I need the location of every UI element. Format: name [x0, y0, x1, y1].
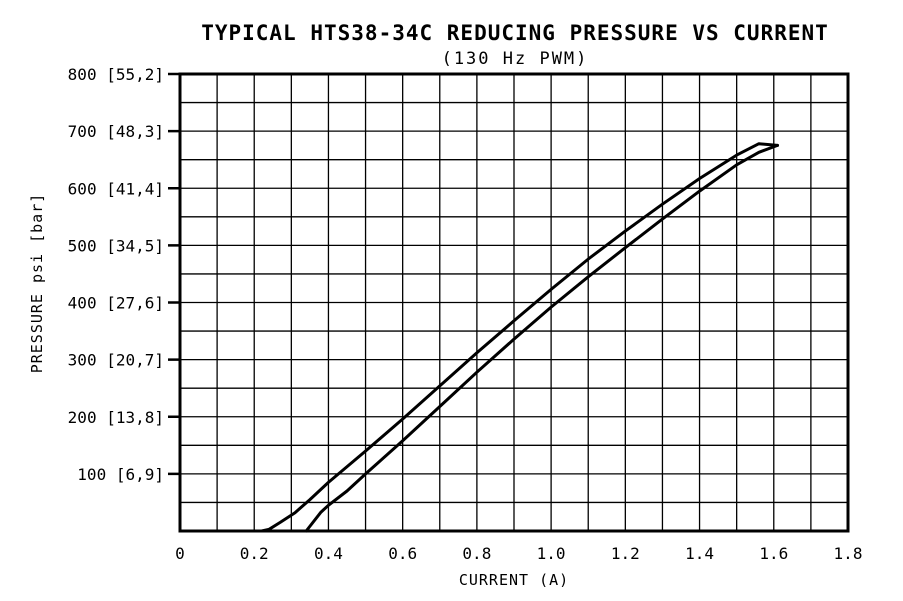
y-tick-label: 400 [27,6] [68, 294, 164, 313]
y-tick-label: 200 [13,8] [68, 408, 164, 427]
y-axis-ticks: 100 [6,9] 200 [13,8] 300 [20,7] 400 [27,6] 5… [68, 65, 180, 484]
series-line-2 [304, 143, 779, 533]
series-line-1 [178, 142, 779, 533]
y-axis-label: PRESSURE psi [bar] [28, 193, 46, 374]
x-axis-ticks: 0 0.2 0.4 0.6 0.8 1.0 1.2 1.4 1.6 1.8 [175, 544, 862, 563]
chart-subtitle: (130 Hz PWM) [442, 49, 589, 69]
y-tick-label: 500 [34,5] [68, 236, 164, 255]
y-tick-label: 700 [48,3] [68, 122, 164, 141]
y-tick-label: 800 [55,2] [68, 65, 164, 84]
data-series [178, 142, 779, 533]
x-tick-label: 1.2 [611, 544, 640, 563]
x-tick-label: 0 [175, 544, 185, 563]
x-tick-label: 1.0 [537, 544, 566, 563]
y-tick-label: 600 [41,4] [68, 179, 164, 198]
y-tick-label: 300 [20,7] [68, 351, 164, 370]
y-tick-label: 100 [6,9] [77, 465, 164, 484]
x-tick-label: 0.6 [388, 544, 417, 563]
x-tick-label: 0.2 [240, 544, 269, 563]
x-tick-label: 1.8 [834, 544, 863, 563]
x-axis-label: CURRENT (A) [459, 571, 569, 589]
x-tick-label: 1.6 [759, 544, 788, 563]
chart-title: TYPICAL HTS38-34C REDUCING PRESSURE VS C… [201, 21, 829, 45]
x-tick-label: 0.8 [462, 544, 491, 563]
grid-lines [180, 74, 848, 531]
x-tick-label: 1.4 [685, 544, 714, 563]
x-tick-label: 0.4 [314, 544, 343, 563]
